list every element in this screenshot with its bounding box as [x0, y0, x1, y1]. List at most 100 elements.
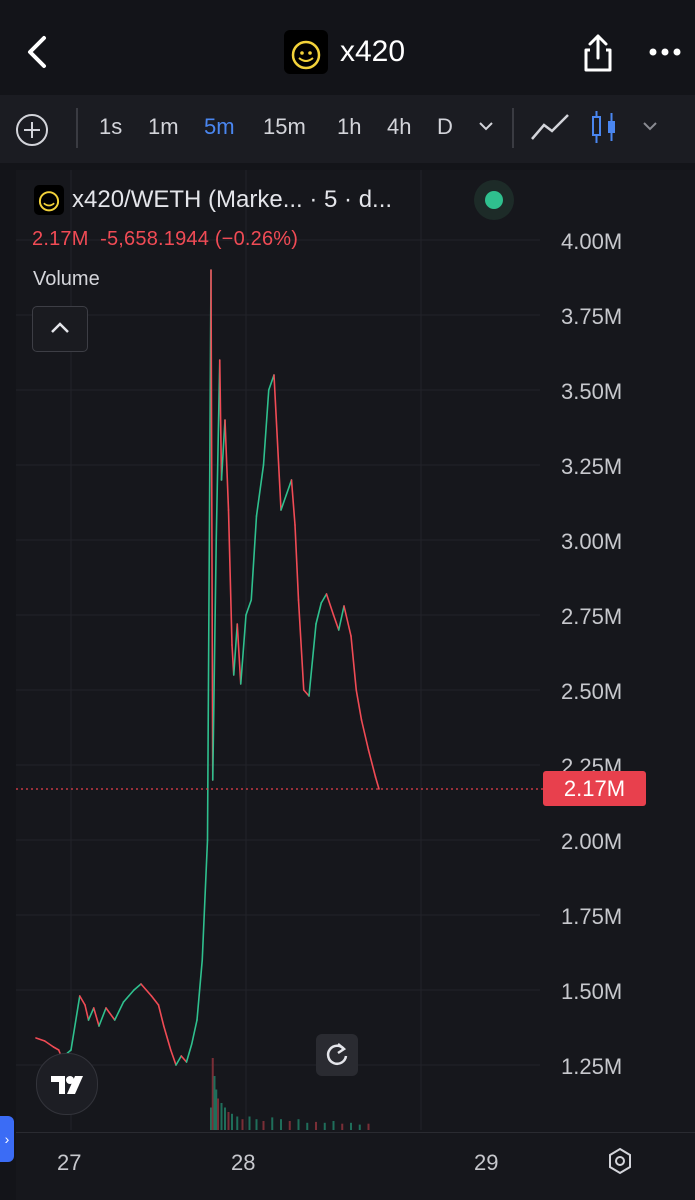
- candlestick-button[interactable]: [590, 107, 618, 147]
- volume-bar: [315, 1121, 317, 1130]
- price-segment: [374, 776, 380, 790]
- reset-chart-button[interactable]: [316, 1034, 358, 1076]
- price-segment: [337, 605, 345, 631]
- volume-bar: [210, 1107, 212, 1130]
- chevron-down-icon: [643, 122, 657, 131]
- title-group: x420: [284, 30, 405, 74]
- last-price-tag: 2.17M: [543, 771, 646, 806]
- timeframe-5m[interactable]: 5m: [204, 114, 235, 139]
- x-tick-label: 29: [474, 1150, 499, 1175]
- y-tick-label: 2.50M: [561, 679, 623, 704]
- price-segment: [157, 1004, 165, 1027]
- price-segment: [290, 479, 296, 526]
- price-segment: [145, 989, 153, 997]
- side-panel-tab[interactable]: ›: [0, 1116, 14, 1162]
- tradingview-logo[interactable]: [36, 1053, 98, 1115]
- token-logo: [34, 185, 64, 215]
- timeframe-dropdown[interactable]: [476, 119, 496, 133]
- share-button[interactable]: [578, 30, 618, 74]
- chart-legend[interactable]: x420/WETH (Marke... · 5 · d...: [34, 184, 392, 216]
- volume-bar: [224, 1107, 226, 1130]
- volume-bar: [231, 1113, 233, 1130]
- price-segment: [255, 464, 265, 517]
- token-logo: [284, 30, 328, 74]
- volume-bar: [215, 1089, 218, 1130]
- price-segment: [245, 599, 253, 616]
- price-segment: [262, 389, 270, 466]
- volume-label: Volume: [33, 268, 100, 290]
- price-segment: [84, 1004, 90, 1021]
- price-segment: [250, 515, 258, 601]
- timeframe-d[interactable]: D: [437, 114, 453, 139]
- toolbar-divider: [512, 108, 514, 148]
- price-segment: [239, 614, 247, 685]
- volume-bar: [217, 1098, 219, 1130]
- price-segment: [206, 269, 212, 841]
- volume-bar: [280, 1119, 282, 1130]
- price-change: -5,658.1944 (−0.26%): [100, 228, 299, 250]
- price-segment: [297, 599, 305, 691]
- candlestick-icon: [592, 111, 615, 143]
- price-change-line: 2.17M -5,658.1944 (−0.26%): [32, 228, 298, 251]
- price-segment: [43, 1040, 55, 1048]
- price-segment: [308, 623, 317, 697]
- price-segment: [218, 359, 223, 481]
- price-segment: [211, 539, 218, 781]
- price-segment: [35, 1037, 46, 1042]
- y-tick-label: 1.25M: [561, 1054, 623, 1079]
- share-icon: [584, 34, 612, 72]
- toolbar-divider: [76, 108, 78, 148]
- price-segment: [325, 593, 335, 616]
- price-segment: [210, 269, 214, 781]
- price-segment: [70, 995, 81, 1051]
- price-segment: [113, 1001, 125, 1021]
- timeframe-1s[interactable]: 1s: [99, 114, 123, 139]
- last-price: 2.17M: [32, 228, 89, 250]
- timeframe-4h[interactable]: 4h: [387, 114, 412, 139]
- volume-bar: [211, 1058, 214, 1130]
- price-segment: [133, 983, 142, 991]
- price-segment: [355, 689, 363, 721]
- volume-bar: [288, 1121, 291, 1130]
- volume-bar: [350, 1122, 352, 1130]
- reset-icon: [326, 1043, 348, 1065]
- x-tick-label: 28: [231, 1150, 256, 1175]
- price-segment: [280, 494, 288, 511]
- price-segment: [227, 509, 233, 646]
- price-segment: [302, 689, 310, 697]
- timeframe-1m[interactable]: 1m: [148, 114, 179, 139]
- price-segment: [105, 1007, 116, 1021]
- price-segment: [215, 359, 221, 541]
- chart-type-dropdown[interactable]: [640, 119, 660, 133]
- price-segment: [150, 995, 160, 1006]
- volume-bar: [255, 1119, 258, 1130]
- y-tick-label: 1.50M: [561, 979, 623, 1004]
- volume-bar: [332, 1121, 335, 1130]
- chart-settings-button[interactable]: [605, 1146, 635, 1176]
- x-tick-label: 27: [57, 1150, 82, 1175]
- x-axis[interactable]: [16, 1132, 695, 1193]
- plus-circle-icon: [16, 114, 48, 146]
- price-segment: [360, 719, 370, 751]
- price-segment: [127, 989, 135, 997]
- collapse-legend-button[interactable]: [32, 306, 88, 352]
- chart-toolbar: 1s 1m 5m 15m 1h 4h D: [0, 95, 695, 163]
- timeframe-1h[interactable]: 1h: [337, 114, 362, 139]
- more-button[interactable]: [645, 40, 685, 64]
- chevron-left-icon: [28, 36, 46, 68]
- price-segment: [236, 623, 242, 685]
- settings-icon: [609, 1147, 631, 1175]
- back-button[interactable]: [20, 30, 60, 74]
- line-chart-button[interactable]: [530, 111, 572, 143]
- price-segment: [294, 524, 300, 601]
- pair-label: x420/WETH (Marke... · 5 · d...: [72, 186, 393, 213]
- timeframe-15m[interactable]: 15m: [263, 114, 306, 139]
- line-chart-icon: [531, 114, 569, 140]
- volume-bar: [248, 1116, 251, 1130]
- volume-bar: [241, 1119, 244, 1130]
- price-segment: [232, 623, 239, 676]
- volume-bar: [297, 1119, 300, 1130]
- add-indicator-button[interactable]: [14, 112, 50, 148]
- y-tick-label: 2.75M: [561, 604, 623, 629]
